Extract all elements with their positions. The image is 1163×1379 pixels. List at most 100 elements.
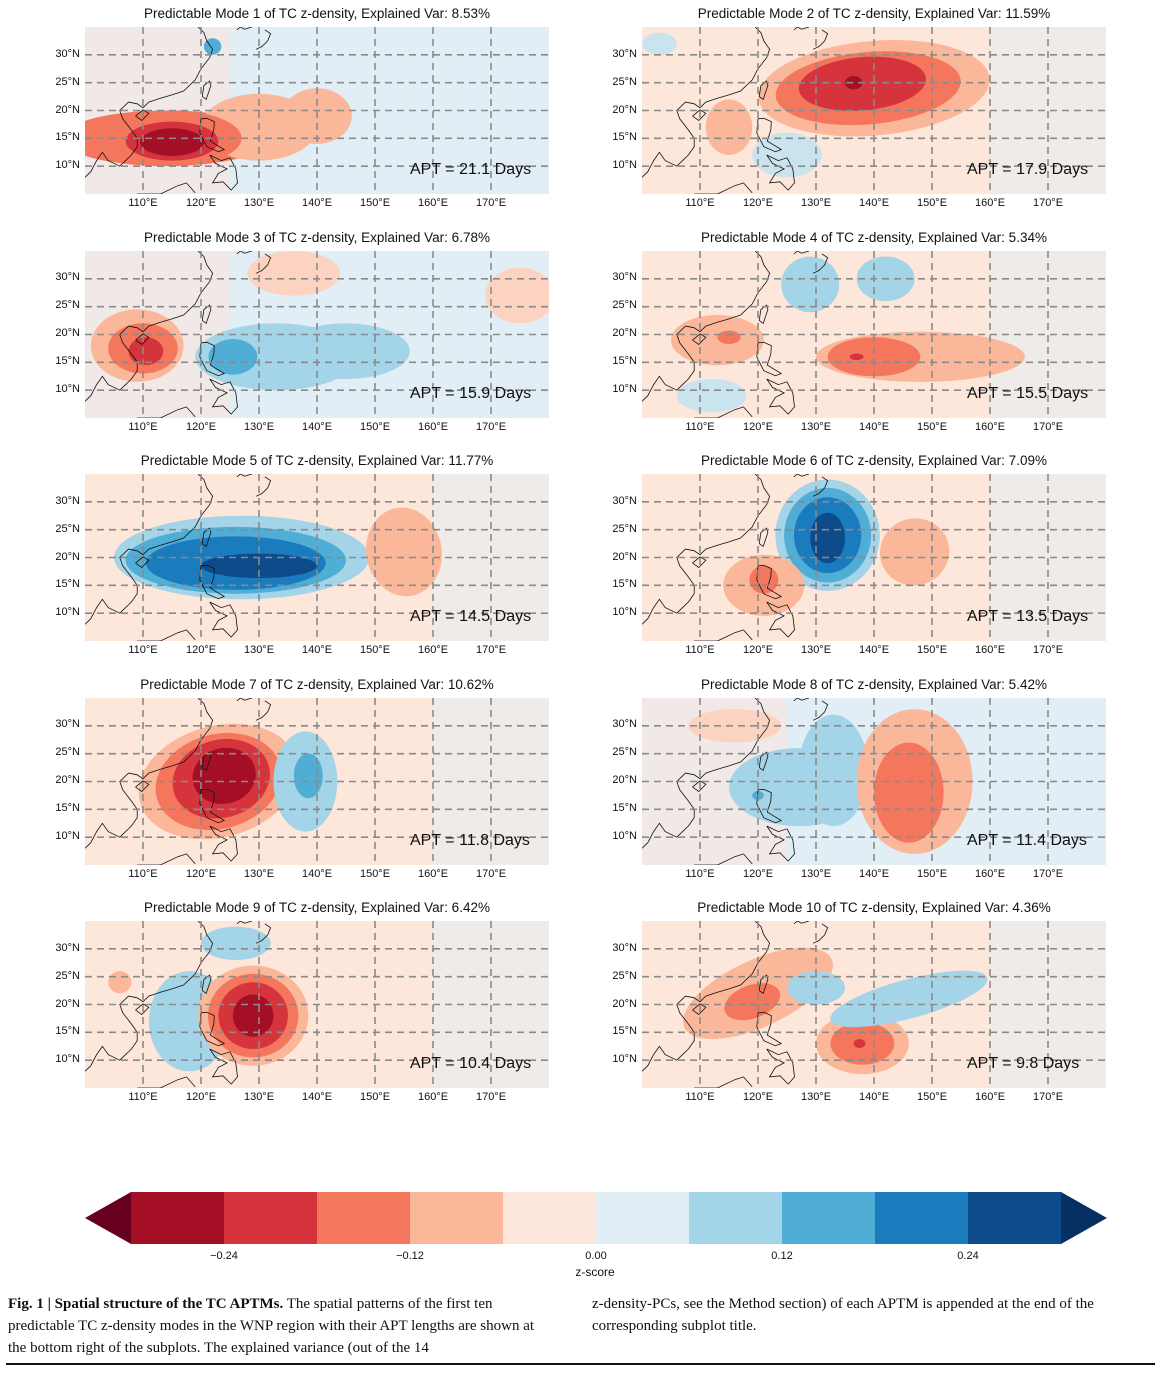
coastline <box>236 697 253 701</box>
lon-tick-label: 170°E <box>1032 644 1064 656</box>
figure-caption-right: z-density-PCs, see the Method section) o… <box>592 1293 1157 1337</box>
contour-region <box>247 250 341 296</box>
lon-tick-label: 170°E <box>475 644 507 656</box>
contour-region <box>485 267 549 323</box>
contour-region <box>676 378 747 412</box>
lon-tick-label: 140°E <box>858 867 890 880</box>
coastline <box>642 250 771 402</box>
lon-tick-label: 170°E <box>475 867 507 880</box>
lat-tick-label: 10°N <box>55 606 80 619</box>
map-area <box>85 474 549 641</box>
lon-tick-label: 160°E <box>417 197 449 209</box>
coastline <box>756 117 783 153</box>
lat-tick-label: 10°N <box>612 382 637 395</box>
subplot-title: Predictable Mode 4 of TC z-density, Expl… <box>701 229 1047 245</box>
lon-tick-label: 140°E <box>858 644 890 656</box>
lon-tick-label: 150°E <box>916 1091 948 1103</box>
map-svg <box>642 474 1106 641</box>
colorbar-extend-low <box>85 1192 131 1244</box>
lon-tick-label: 160°E <box>974 1091 1006 1103</box>
map-area <box>642 474 1106 641</box>
lat-tick-label: 25°N <box>612 522 637 535</box>
coastline <box>209 378 238 415</box>
subplot-mode-5: Predictable Mode 5 of TC z-density, Expl… <box>40 447 560 662</box>
lon-tick-label: 120°E <box>185 420 217 433</box>
coastline <box>135 332 150 345</box>
lon-tick-label: 140°E <box>301 197 333 209</box>
contour-region <box>717 330 741 344</box>
lat-tick-label: 20°N <box>55 103 80 116</box>
subplot-title: Predictable Mode 6 of TC z-density, Expl… <box>701 453 1047 468</box>
contour-region <box>853 1039 866 1048</box>
lon-tick-label: 150°E <box>359 644 391 656</box>
map-svg <box>85 474 549 641</box>
lat-tick-label: 15°N <box>612 1025 637 1038</box>
coastline <box>766 378 795 415</box>
contour-region <box>849 353 864 360</box>
map-area <box>642 921 1106 1088</box>
lon-tick-label: 120°E <box>185 644 217 656</box>
lon-tick-label: 130°E <box>243 420 275 433</box>
subplot-title: Predictable Mode 3 of TC z-density, Expl… <box>144 229 490 245</box>
lon-tick-label: 170°E <box>1032 867 1064 880</box>
coastline <box>812 923 829 944</box>
lon-tick-label: 110°E <box>128 867 158 880</box>
lat-tick-label: 15°N <box>55 1025 80 1038</box>
colorbar-bin <box>224 1192 318 1244</box>
lat-tick-label: 15°N <box>55 354 80 367</box>
lat-tick-label: 30°N <box>612 47 637 60</box>
contour-region <box>874 742 944 843</box>
lon-tick-label: 150°E <box>359 420 391 433</box>
apt-label: APT = 21.1 Days <box>410 161 532 178</box>
lat-tick-label: 25°N <box>55 746 80 759</box>
lon-tick-label: 160°E <box>974 644 1006 656</box>
lon-tick-label: 130°E <box>800 1091 832 1103</box>
lat-tick-label: 20°N <box>612 997 637 1010</box>
coastline <box>812 476 829 497</box>
lon-tick-label: 160°E <box>417 644 449 656</box>
lon-tick-label: 130°E <box>243 197 275 209</box>
contour-region <box>798 56 926 111</box>
lon-tick-label: 120°E <box>742 867 774 880</box>
contour-region <box>293 753 323 798</box>
lat-tick-label: 25°N <box>55 969 80 982</box>
lon-tick-label: 130°E <box>243 644 275 656</box>
coastline <box>85 697 214 849</box>
lat-tick-label: 30°N <box>55 941 80 954</box>
lon-tick-label: 130°E <box>800 197 832 209</box>
colorbar-bin <box>875 1192 969 1244</box>
lat-tick-label: 20°N <box>55 997 80 1010</box>
subplot-mode-7: Predictable Mode 7 of TC z-density, Expl… <box>40 671 560 886</box>
map-area <box>85 27 549 194</box>
coastline <box>766 154 795 191</box>
lon-tick-label: 140°E <box>301 644 333 656</box>
lat-tick-label: 20°N <box>55 327 80 339</box>
lon-tick-label: 170°E <box>1032 1091 1064 1103</box>
coastline <box>642 27 771 178</box>
colorbar-tick-label: −0.24 <box>210 1250 238 1262</box>
lon-tick-label: 150°E <box>359 1091 391 1103</box>
lat-tick-label: 10°N <box>55 159 80 172</box>
contour-region <box>232 994 274 1037</box>
lon-tick-label: 120°E <box>185 197 217 209</box>
lon-tick-label: 110°E <box>685 420 715 433</box>
lat-tick-label: 15°N <box>612 578 637 591</box>
lon-tick-label: 130°E <box>800 420 832 433</box>
contour-region <box>845 76 863 90</box>
lat-tick-label: 25°N <box>612 746 637 759</box>
coastline <box>766 1048 795 1085</box>
coastline <box>135 109 150 122</box>
lat-tick-label: 30°N <box>612 271 637 284</box>
map-svg <box>85 27 549 194</box>
lat-tick-label: 25°N <box>612 75 637 88</box>
lon-tick-label: 140°E <box>858 1091 890 1103</box>
lon-tick-label: 110°E <box>128 197 158 209</box>
lon-tick-label: 120°E <box>742 197 774 209</box>
lon-tick-label: 120°E <box>185 867 217 880</box>
apt-label: APT = 9.8 Days <box>967 1055 1080 1072</box>
colorbar-label: z-score <box>575 1265 615 1279</box>
lon-tick-label: 170°E <box>475 1091 507 1103</box>
coastline <box>756 788 783 823</box>
map-svg <box>642 921 1106 1088</box>
coastline <box>694 1076 753 1088</box>
